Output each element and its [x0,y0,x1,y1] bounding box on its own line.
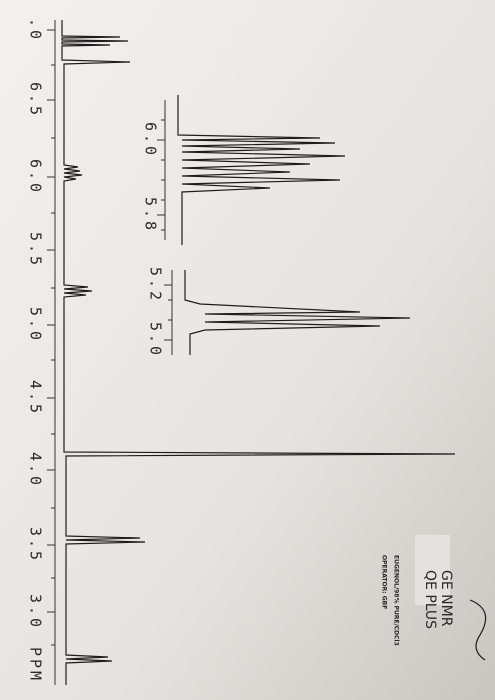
tick-label: .0 [27,18,45,42]
inset-tick-label: 6.0 [142,122,160,158]
tick-label: 6.0 [27,159,45,195]
inset-tick-label: 5.2 [147,267,165,303]
tick-label: 6.5 [27,82,45,118]
inset-tick-label: 5.8 [142,197,160,233]
tick-label: 5.5 [27,232,45,268]
tick-label: 5.0 [27,307,45,343]
spectrum [61,20,456,685]
axis-labels: .0 6.5 6.0 5.5 5.0 4.5 4.0 3.5 3.0 PPM 6… [27,18,165,683]
inset-tick-label: 5.0 [147,322,165,358]
tick-label: 4.5 [27,380,45,416]
inset-ticks [157,119,165,231]
tick-label: 3.5 [27,527,45,563]
tick-label: 3.0 [27,594,45,630]
operator-text: OPERATOR: GBF [381,555,388,609]
inset-ticks [164,284,172,341]
instrument-subtitle: QE PLUS [422,570,438,629]
inset-spectrum [184,270,411,355]
unit-label: PPM [27,647,45,683]
instrument-title: GE NMR [438,570,454,627]
label-box [415,535,450,605]
tick-label: 4.0 [27,452,45,488]
inset-spectrum [177,95,346,245]
sample-text: EUGENOL/98% PURE/CDCl3 [393,555,400,646]
axis-ticks [47,29,55,646]
logo-swirl [469,599,487,661]
